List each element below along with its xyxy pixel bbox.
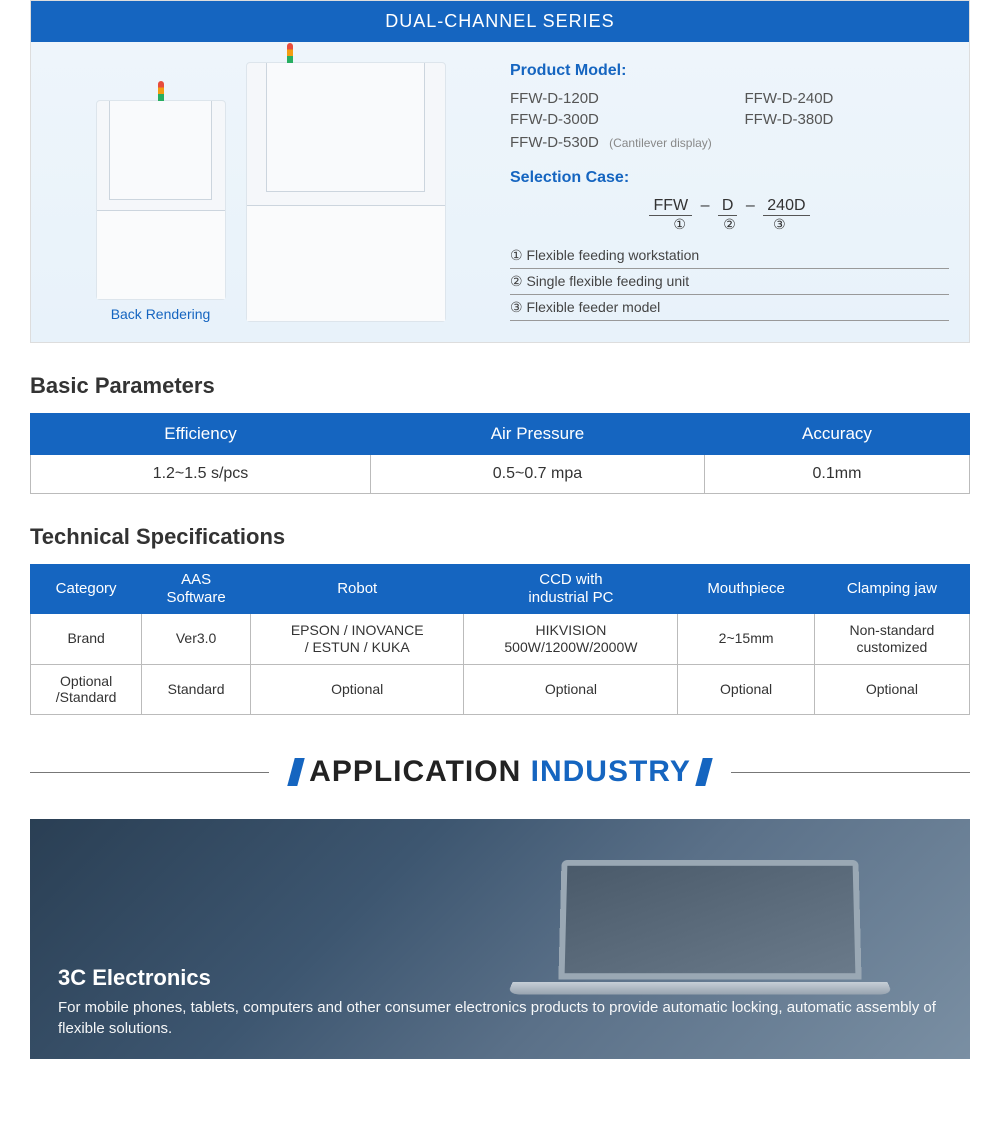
model-list: FFW-D-120D FFW-D-240D FFW-D-300D FFW-D-3… <box>510 90 949 128</box>
selection-part: D <box>718 197 738 216</box>
model-item: FFW-D-120D <box>510 90 715 107</box>
table-cell: Optional/Standard <box>31 664 142 715</box>
model-item: FFW-D-240D <box>745 90 950 107</box>
heading-word-2: INDUSTRY <box>531 755 691 789</box>
table-cell: Optional <box>250 664 464 715</box>
hero-info: Product Model: FFW-D-120D FFW-D-240D FFW… <box>490 62 949 322</box>
machine-large-illustration <box>246 62 446 322</box>
table-header-cell: Mouthpiece <box>678 565 814 614</box>
hero-header: DUAL-CHANNEL SERIES <box>31 1 969 42</box>
application-banner: 3C Electronics For mobile phones, tablet… <box>30 819 970 1059</box>
table-cell: Ver3.0 <box>142 614 251 665</box>
hero-body: Back Rendering Product Model: FFW-D-120D… <box>31 42 969 342</box>
heading-word-1: APPLICATION <box>309 755 521 789</box>
selection-case-label: Selection Case: <box>510 169 949 187</box>
slash-icon <box>695 758 713 786</box>
banner-title: 3C Electronics <box>58 965 942 991</box>
hero-images: Back Rendering <box>51 62 490 322</box>
table-row: BrandVer3.0EPSON / INOVANCE/ ESTUN / KUK… <box>31 614 970 665</box>
slash-icon <box>287 758 305 786</box>
table-cell: 0.5~0.7 mpa <box>371 455 705 494</box>
table-cell: 2~15mm <box>678 614 814 665</box>
table-row: 1.2~1.5 s/pcs0.5~0.7 mpa0.1mm <box>31 455 970 494</box>
banner-text: 3C Electronics For mobile phones, tablet… <box>58 965 942 1039</box>
table-cell: Standard <box>142 664 251 715</box>
tech-spec-table: CategoryAASSoftwareRobotCCD withindustri… <box>30 564 970 715</box>
table-header-cell: CCD withindustrial PC <box>464 565 678 614</box>
params-table-head: EfficiencyAir PressureAccuracy <box>31 414 970 455</box>
selection-part: FFW <box>649 197 692 216</box>
selection-code: FFW – D – 240D <box>510 197 949 216</box>
hero-card: DUAL-CHANNEL SERIES Back Rendering Produ… <box>30 0 970 343</box>
table-header-cell: Accuracy <box>704 414 969 455</box>
application-heading: APPLICATION INDUSTRY <box>30 755 970 789</box>
table-cell: Optional <box>814 664 969 715</box>
table-cell: HIKVISION500W/1200W/2000W <box>464 614 678 665</box>
tech-spec-title: Technical Specifications <box>30 524 970 550</box>
params-table-body: 1.2~1.5 s/pcs0.5~0.7 mpa0.1mm <box>31 455 970 494</box>
cantilever-note: (Cantilever display) <box>609 136 712 150</box>
table-row: Optional/StandardStandardOptionalOptiona… <box>31 664 970 715</box>
divider-line <box>30 772 269 773</box>
table-cell: Non-standardcustomized <box>814 614 969 665</box>
product-model-label: Product Model: <box>510 62 949 80</box>
back-rendering-caption: Back Rendering <box>111 306 211 322</box>
table-header-cell: Category <box>31 565 142 614</box>
divider-line <box>731 772 970 773</box>
table-cell: EPSON / INOVANCE/ ESTUN / KUKA <box>250 614 464 665</box>
table-header-cell: Efficiency <box>31 414 371 455</box>
selection-subs: ① ② ③ <box>510 216 949 233</box>
legend-row: ② Single flexible feeding unit <box>510 269 949 295</box>
table-cell: Optional <box>464 664 678 715</box>
sub-marker: ③ <box>756 216 802 233</box>
selection-part: 240D <box>763 197 809 216</box>
table-cell: 1.2~1.5 s/pcs <box>31 455 371 494</box>
table-header-cell: AASSoftware <box>142 565 251 614</box>
table-header-cell: Clamping jaw <box>814 565 969 614</box>
spec-table-head: CategoryAASSoftwareRobotCCD withindustri… <box>31 565 970 614</box>
legend-row: ③ Flexible feeder model <box>510 295 949 321</box>
table-cell: 0.1mm <box>704 455 969 494</box>
basic-params-table: EfficiencyAir PressureAccuracy 1.2~1.5 s… <box>30 413 970 494</box>
basic-params-title: Basic Parameters <box>30 373 970 399</box>
model-item: FFW-D-380D <box>745 111 950 128</box>
machine-small-illustration <box>96 100 226 300</box>
sub-marker: ② <box>707 216 753 233</box>
banner-desc: For mobile phones, tablets, computers an… <box>58 997 942 1039</box>
table-cell: Optional <box>678 664 814 715</box>
spec-table-body: BrandVer3.0EPSON / INOVANCE/ ESTUN / KUK… <box>31 614 970 715</box>
model-item: FFW-D-530D <box>510 134 599 151</box>
legend-row: ① Flexible feeding workstation <box>510 243 949 269</box>
table-header-cell: Air Pressure <box>371 414 705 455</box>
table-cell: Brand <box>31 614 142 665</box>
table-header-cell: Robot <box>250 565 464 614</box>
model-item: FFW-D-300D <box>510 111 715 128</box>
sub-marker: ① <box>657 216 703 233</box>
